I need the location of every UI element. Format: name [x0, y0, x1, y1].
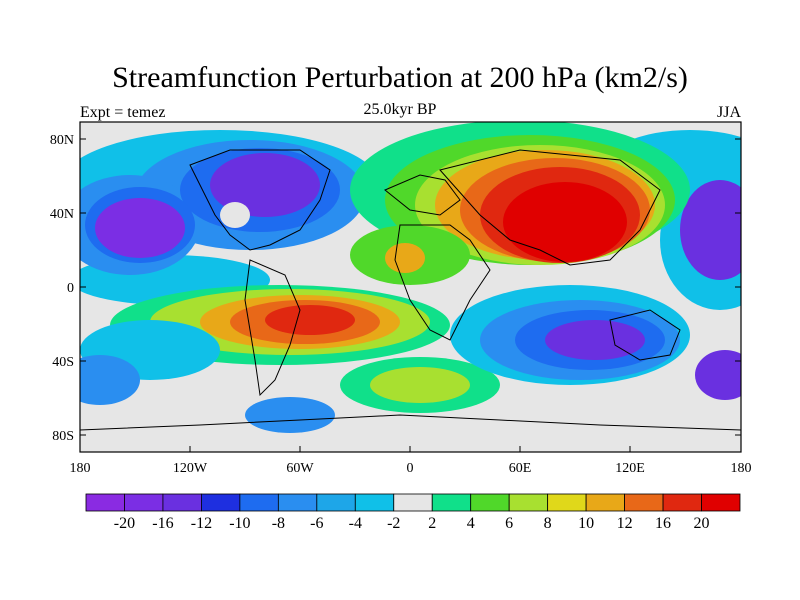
australia-coast: [609, 309, 681, 361]
lon-label: 60E: [509, 461, 532, 476]
colorbar-label: 20: [694, 515, 710, 532]
colorbar-label: -4: [349, 515, 362, 532]
colorbar-swatch: [393, 493, 433, 512]
lat-label: 0: [67, 281, 74, 296]
colorbar-labels: -20 -16 -12 -10 -8 -6 -4 -2 2 4 6 8 10 12 16 20: [114, 515, 710, 532]
colorbar-swatch: [547, 493, 587, 512]
season-label: JJA: [716, 104, 741, 121]
lon-label: 60W: [286, 461, 314, 476]
colorbar-swatch: [162, 493, 202, 512]
lat-label: 40N: [50, 207, 74, 222]
colorbar-swatch: [239, 493, 279, 512]
colorbar-label: -8: [272, 515, 285, 532]
colorbar-swatch: [316, 493, 356, 512]
colorbar-swatch: [662, 493, 702, 512]
south-america-coast: [244, 259, 301, 397]
europe-coast: [384, 174, 461, 216]
lon-label: 0: [407, 461, 414, 476]
colorbar-label: -2: [387, 515, 400, 532]
map-title: Streamfunction Perturbation at 200 hPa (…: [112, 61, 688, 94]
colorbar-swatch: [701, 493, 741, 512]
colorbar-swatch: [354, 493, 395, 512]
colorbar: [85, 493, 741, 512]
lat-label: 80S: [52, 429, 74, 444]
colorbar-label: 10: [578, 515, 594, 532]
colorbar-label: 2: [428, 515, 436, 532]
colorbar-label: 16: [655, 515, 671, 532]
colorbar-swatch: [277, 493, 318, 512]
lon-label: 120W: [173, 461, 208, 476]
lon-label: 180: [731, 461, 752, 476]
colorbar-label: -16: [152, 515, 173, 532]
axis-ticks: [79, 138, 742, 452]
colorbar-label: -10: [229, 515, 250, 532]
nam-white-hole: [220, 202, 250, 228]
time-label: 25.0kyr BP: [363, 101, 437, 118]
coastlines: [80, 149, 741, 431]
colorbar-swatch: [624, 493, 664, 512]
colorbar-swatch: [470, 493, 510, 512]
colorbar-label: -6: [310, 515, 323, 532]
colorbar-swatch: [431, 493, 472, 512]
antarctica-coast: [80, 414, 741, 431]
colorbar-swatch: [201, 493, 241, 512]
map-panel: [80, 122, 741, 452]
lat-label: 80N: [50, 133, 74, 148]
colorbar-label: 4: [467, 515, 475, 532]
colorbar-swatch: [124, 493, 164, 512]
colorbar-label: -20: [114, 515, 135, 532]
experiment-label: Expt = temez: [80, 104, 166, 121]
lon-label: 180: [70, 461, 91, 476]
asia-coast: [439, 149, 661, 266]
colorbar-swatch: [85, 493, 125, 512]
colorbar-label: 8: [544, 515, 552, 532]
lat-label: 40S: [52, 355, 74, 370]
colorbar-label: 12: [617, 515, 633, 532]
north-america-coast: [189, 149, 331, 251]
lon-label: 120E: [615, 461, 645, 476]
colorbar-label: 6: [505, 515, 513, 532]
colorbar-swatch: [585, 493, 625, 512]
colorbar-swatch: [508, 493, 549, 512]
colorbar-label: -12: [191, 515, 212, 532]
africa-coast: [394, 224, 491, 341]
